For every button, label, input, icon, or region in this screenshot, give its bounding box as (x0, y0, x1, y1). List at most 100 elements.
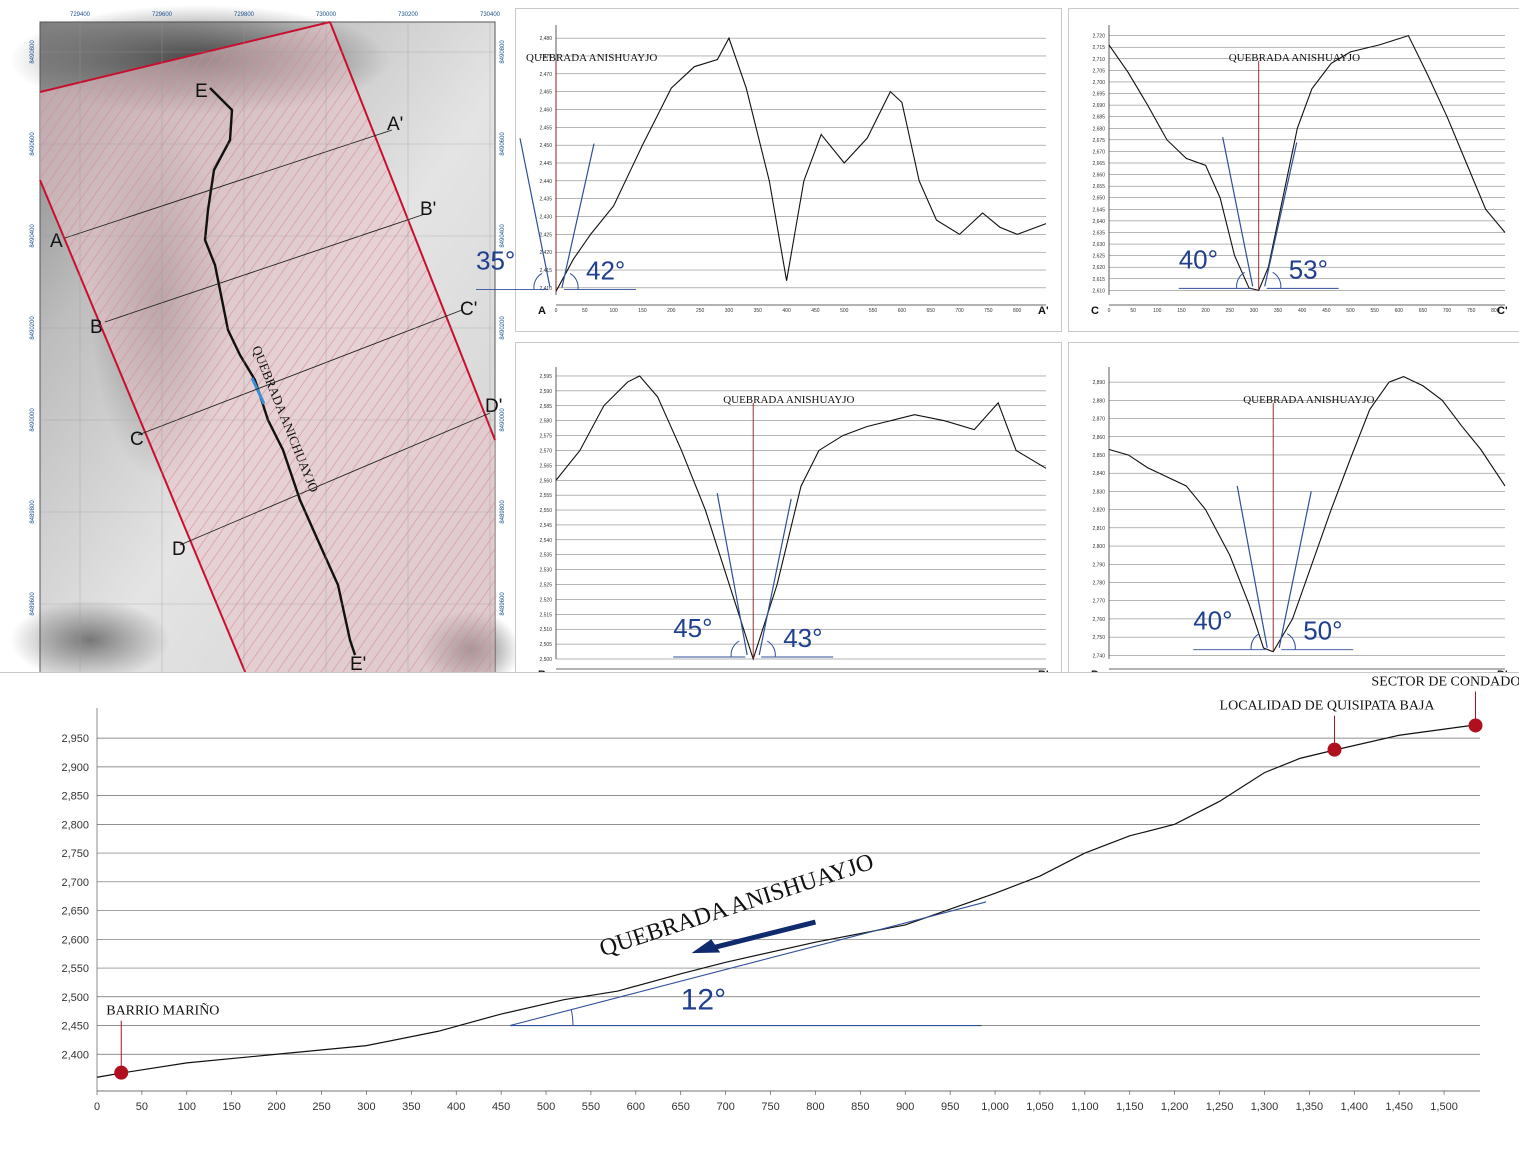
angle-arc-right (569, 272, 579, 290)
y-tick-label: 2,415 (539, 268, 552, 274)
y-tick-label: 2,525 (539, 583, 552, 589)
x-tick-label: 200 (267, 1101, 285, 1113)
profile-line (555, 375, 1047, 661)
y-tick-label: 2,890 (1092, 380, 1105, 386)
longitudinal-profile-line (96, 724, 1472, 1078)
x-tick-label: 750 (984, 308, 993, 314)
landmark-label: LOCALIDAD DE QUISIPATA BAJA (1220, 699, 1436, 714)
section-line-A (64, 129, 393, 239)
x-tick-label: 550 (582, 1101, 600, 1113)
angle-label-right: 53° (1289, 254, 1328, 284)
y-tick-label: 2,705 (1092, 68, 1105, 74)
x-tick-label: 100 (178, 1101, 196, 1113)
x-tick-label: 350 (754, 308, 763, 314)
ridge-shadow-south (10, 600, 170, 680)
angle-arc (570, 1009, 574, 1026)
y-tick-label: 2,610 (1092, 288, 1105, 294)
y-tick-label: 2,440 (539, 179, 552, 185)
y-tick-label: 2,700 (1092, 80, 1105, 86)
x-tick-label: 1,250 (1206, 1101, 1234, 1113)
profile-panel-C: 2,610 2,615 2,620 2,625 2,630 2,635 2,640 2,645… (1068, 8, 1519, 332)
y-tick-label: 2,655 (1092, 184, 1105, 190)
landmark-label: BARRIO MARIÑO (106, 1003, 219, 1019)
zone-border-east (329, 21, 496, 441)
x-tick-label: 50 (1130, 308, 1136, 314)
profile-chart-C: 2,610 2,615 2,620 2,625 2,630 2,635 2,640 2,645… (1091, 25, 1508, 317)
x-tick-label: 300 (357, 1101, 375, 1113)
y-tick-label: 2,740 (1092, 653, 1105, 659)
angle-label-left: 35° (476, 245, 515, 275)
x-tick-label: 50 (136, 1101, 148, 1113)
x-tick-label: 1,000 (981, 1101, 1009, 1113)
y-tick-label: 2,425 (539, 232, 552, 238)
x-tick-label: 400 (782, 308, 791, 314)
x-tick-label: 300 (725, 308, 734, 314)
map-coord-y-label: 8490600 (500, 132, 506, 156)
point-label-C: C (130, 429, 144, 450)
y-tick-label: 2,870 (1092, 417, 1105, 423)
slope-guide (509, 901, 987, 1027)
y-tick-label: 2,430 (539, 215, 552, 221)
x-tick-label: 1,500 (1430, 1101, 1458, 1113)
x-tick-label: 300 (1250, 308, 1259, 314)
map-coord-x-label: 729800 (234, 12, 255, 18)
x-tick-label: 650 (672, 1101, 690, 1113)
y-tick-label: 2,400 (61, 1049, 89, 1061)
flow-direction-arrow (707, 919, 817, 952)
profile-line (1108, 376, 1506, 653)
map-coord-x-label: 730200 (398, 12, 419, 18)
map-coord-y-label: 8490200 (500, 316, 506, 340)
y-tick-label: 2,695 (1092, 92, 1105, 98)
point-label-A-prime: A' (387, 114, 403, 135)
x-tick-label: 500 (840, 308, 849, 314)
point-label-C-prime: C' (460, 299, 477, 320)
profile-title: QUEBRADA ANISHUAYJO (526, 52, 657, 64)
y-tick-label: 2,565 (539, 463, 552, 469)
x-tick-label: 100 (609, 308, 618, 314)
y-tick-label: 2,505 (539, 642, 552, 648)
coord-labels-right: 8490800 8490600 8490400 8490200 8490000 84898… (500, 40, 506, 616)
x-tick-label: 150 (223, 1101, 241, 1113)
x-tick-label: 0 (1108, 308, 1111, 314)
y-tick-label: 2,645 (1092, 207, 1105, 213)
x-tick-label: 600 (627, 1101, 645, 1113)
y-tick-label: 2,595 (539, 374, 552, 380)
profile-title: QUEBRADA ANISHUAYJO (1229, 52, 1360, 64)
profile-line (555, 36, 1047, 292)
x-tick-label: 450 (492, 1101, 510, 1113)
map-coord-y-label: 8489600 (500, 592, 506, 616)
x-tick-label: 500 (1346, 308, 1355, 314)
map-coord-y-label: 8490800 (30, 40, 36, 64)
x-tick-label: 1,200 (1161, 1101, 1189, 1113)
slope-guide-left (519, 138, 551, 288)
y-tick-label: 2,470 (539, 72, 552, 78)
y-tick-label: 2,550 (539, 508, 552, 514)
x-tick-label: 1,450 (1385, 1101, 1413, 1113)
section-line-B (104, 213, 426, 323)
point-label-D-prime: D' (485, 396, 502, 417)
section-line-D (179, 412, 491, 546)
y-tick-label: 2,750 (1092, 635, 1105, 641)
x-tick-label: 550 (1370, 308, 1379, 314)
y-tick-label: 2,790 (1092, 562, 1105, 568)
x-tick-label: 400 (1298, 308, 1307, 314)
y-tick-label: 2,635 (1092, 230, 1105, 236)
profile-chart-B: 2,500 2,505 2,510 2,515 2,520 2,525 2,530 2,535… (538, 367, 1049, 681)
y-tick-label: 2,520 (539, 597, 552, 603)
longitudinal-panel: 2,400 2,450 2,500 2,550 2,600 2,650 2,700 2,750… (0, 672, 1519, 1171)
angle-label-left: 45° (673, 613, 712, 643)
y-tick-label: 2,830 (1092, 489, 1105, 495)
zone-border-west (39, 179, 249, 680)
angle-arc-left (533, 272, 543, 290)
x-tick-label: 550 (869, 308, 878, 314)
x-tick-label: 350 (1274, 308, 1283, 314)
profile-panel-B: 2,500 2,505 2,510 2,515 2,520 2,525 2,530 2,535… (515, 342, 1062, 696)
x-tick-label: 1,400 (1341, 1101, 1369, 1113)
map-coord-x-label: 730000 (316, 12, 337, 18)
x-tick-label: 600 (1395, 308, 1404, 314)
coord-labels-top: 729400 729600 729800 730000 730200 730400 (70, 12, 501, 18)
angle-arc-left (730, 640, 740, 658)
x-tick-label: 450 (811, 308, 820, 314)
x-tick-label: 650 (927, 308, 936, 314)
y-tick-label: 2,880 (1092, 398, 1105, 404)
